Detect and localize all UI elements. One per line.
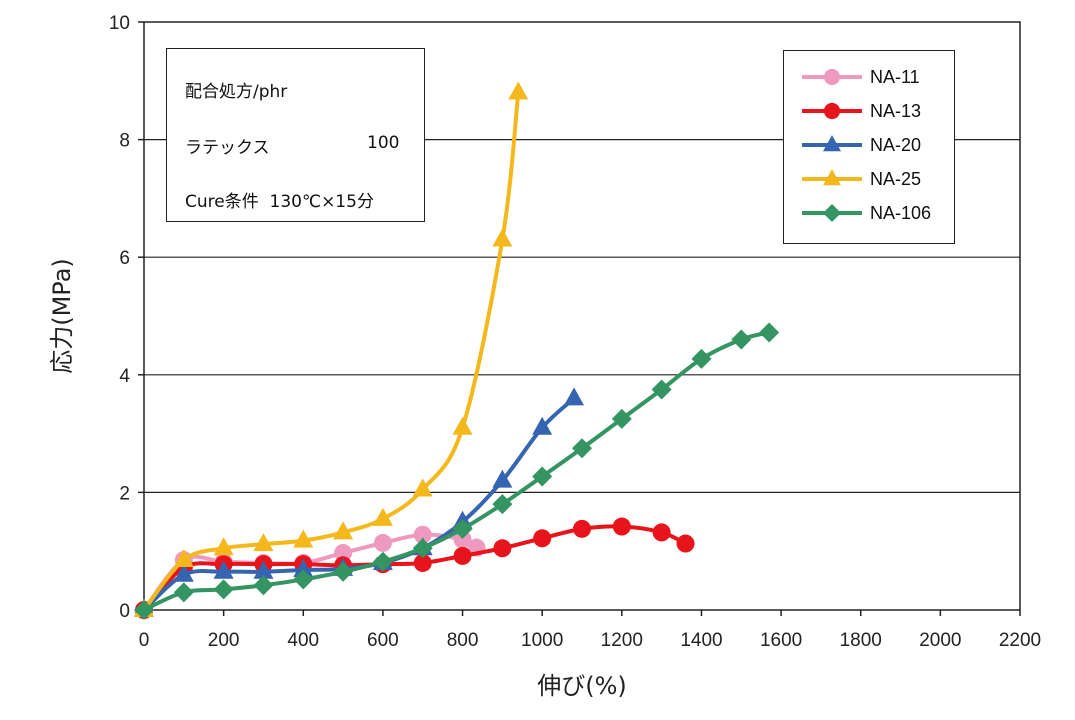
series-na-106 — [134, 322, 780, 620]
note-cure-condition: Cure条件 130℃×15分 — [185, 192, 374, 212]
x-tick-label: 800 — [447, 630, 479, 651]
y-axis-title: 応力(MPa) — [48, 258, 76, 374]
data-point-diamond — [611, 408, 632, 429]
data-point-circle — [453, 530, 472, 549]
data-point-triangle — [253, 560, 274, 579]
data-point-diamond — [731, 329, 752, 350]
data-point-circle — [373, 533, 392, 552]
data-point-triangle — [452, 416, 473, 435]
data-point-diamond — [412, 538, 433, 559]
data-point-diamond — [134, 600, 154, 620]
data-point-triangle — [532, 416, 553, 435]
data-point-diamond — [372, 551, 393, 572]
data-point-triangle — [564, 387, 585, 406]
legend-item: NA-20 — [800, 133, 950, 157]
note-latex-label: ラテックス — [185, 138, 270, 158]
data-point-triangle — [253, 533, 274, 552]
legend-label: NA-106 — [870, 203, 932, 223]
legend-swatch — [802, 135, 862, 152]
x-tick-label: 1800 — [840, 630, 882, 651]
data-point-triangle — [293, 529, 314, 548]
legend-item: NA-13 — [800, 99, 950, 123]
data-point-diamond — [532, 466, 553, 487]
legend: NA-11 NA-13 NA-20 NA-25 NA-106 — [783, 50, 955, 244]
legend-swatch — [802, 68, 862, 86]
data-point-circle — [413, 525, 432, 544]
x-tick-label: 1200 — [601, 630, 643, 651]
y-tick-label: 6 — [119, 248, 130, 269]
plot-frame — [143, 21, 1021, 611]
series-na-20 — [134, 387, 585, 617]
legend-label: NA-25 — [870, 169, 922, 189]
data-point-triangle — [508, 81, 529, 100]
data-point-circle — [413, 553, 432, 572]
legend-swatch — [802, 102, 862, 120]
x-tick-label: 600 — [367, 630, 399, 651]
data-point-triangle — [213, 537, 234, 556]
y-tick-label: 4 — [119, 366, 130, 387]
data-point-diamond — [759, 322, 780, 343]
legend-marker-triangle — [823, 169, 841, 186]
data-point-triangle — [412, 478, 433, 497]
data-point-circle — [652, 523, 671, 542]
data-point-diamond — [173, 582, 194, 603]
legend-item: NA-106 — [800, 201, 950, 225]
y-tick-label: 8 — [119, 131, 130, 152]
legend-label: NA-13 — [870, 101, 922, 121]
legend-item: NA-25 — [800, 167, 950, 191]
legend-marker-circle — [823, 102, 841, 120]
legend-label: NA-11 — [870, 67, 920, 87]
x-axis-title: 伸び(%) — [537, 672, 627, 700]
data-point-diamond — [253, 575, 274, 596]
legend-item: NA-11 — [800, 65, 950, 89]
data-point-triangle — [492, 469, 513, 488]
note-latex-value: 100 — [367, 133, 400, 153]
x-tick-label: 400 — [287, 630, 319, 651]
x-tick-label: 2200 — [999, 630, 1041, 651]
data-point-triangle — [173, 563, 194, 582]
data-point-diamond — [492, 494, 513, 515]
x-tick-label: 0 — [139, 630, 150, 651]
legend-marker-triangle — [823, 135, 841, 152]
data-point-triangle — [293, 559, 314, 578]
data-point-circle — [612, 517, 631, 536]
series-line — [143, 330, 770, 612]
legend-marker-diamond — [823, 204, 841, 222]
data-point-diamond — [293, 569, 314, 590]
data-point-diamond — [572, 438, 592, 459]
legend-swatch — [802, 204, 862, 222]
data-point-diamond — [691, 348, 712, 369]
legend-swatch — [802, 169, 862, 186]
y-tick-label: 2 — [119, 483, 130, 504]
data-point-circle — [493, 539, 512, 558]
data-point-circle — [676, 534, 695, 553]
data-point-circle — [453, 546, 472, 565]
y-tick-label: 10 — [109, 13, 130, 34]
data-point-triangle — [333, 521, 354, 540]
data-point-circle — [334, 543, 353, 562]
data-point-triangle — [492, 228, 513, 247]
data-point-circle — [533, 529, 552, 548]
x-tick-label: 2000 — [919, 630, 961, 651]
data-point-triangle — [173, 549, 194, 568]
y-tick-label: 0 — [119, 601, 130, 622]
data-point-diamond — [452, 518, 473, 539]
data-point-circle — [573, 519, 591, 538]
x-tick-label: 1000 — [521, 630, 563, 651]
note-title: 配合処方/phr — [185, 82, 288, 102]
legend-label: NA-20 — [870, 135, 922, 155]
data-point-diamond — [651, 379, 672, 400]
data-point-triangle — [213, 560, 234, 579]
x-tick-label: 200 — [208, 630, 240, 651]
x-tick-label: 1600 — [760, 630, 802, 651]
data-point-triangle — [372, 507, 393, 526]
data-point-diamond — [333, 561, 354, 582]
data-point-diamond — [213, 579, 234, 600]
x-tick-label: 1400 — [680, 630, 722, 651]
formulation-note: 配合処方/phr ラテックス 100 Cure条件 130℃×15分 — [166, 48, 425, 222]
legend-marker-circle — [823, 68, 841, 86]
